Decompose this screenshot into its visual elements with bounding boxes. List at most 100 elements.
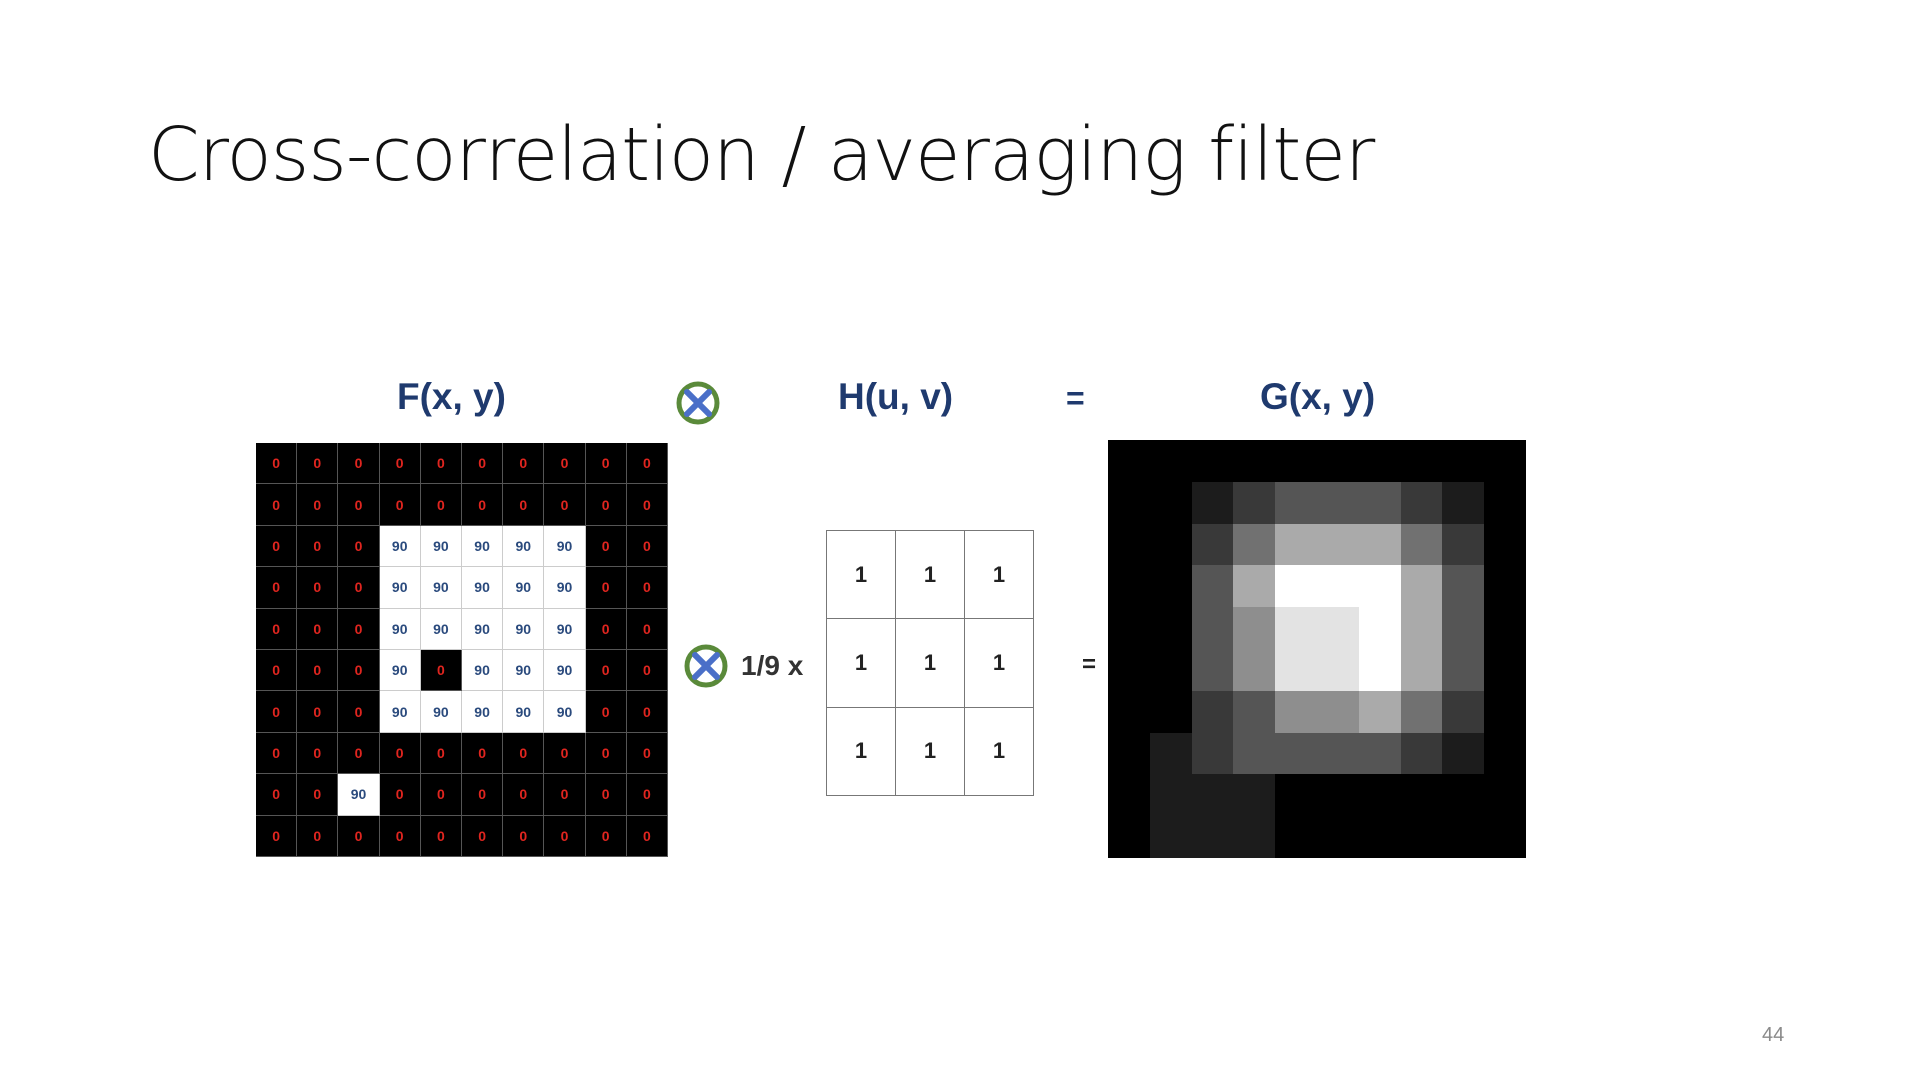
- input-pixel: 0: [256, 815, 298, 857]
- input-pixel: 0: [338, 815, 380, 857]
- output-pixel: [1149, 732, 1192, 775]
- kernel-cell: 1: [827, 619, 896, 708]
- output-pixel: [1149, 690, 1192, 733]
- input-pixel: 0: [503, 774, 545, 816]
- output-pixel: [1358, 565, 1401, 608]
- output-pixel: [1316, 816, 1359, 858]
- input-pixel: 90: [503, 650, 545, 692]
- output-pixel: [1484, 481, 1526, 524]
- kernel-cell: 1: [896, 619, 965, 708]
- input-pixel: 0: [462, 443, 504, 485]
- output-pixel: [1149, 481, 1192, 524]
- input-pixel: 0: [626, 650, 668, 692]
- output-pixel: [1108, 607, 1150, 649]
- input-pixel: 0: [462, 732, 504, 775]
- kernel-cell: 1: [896, 531, 965, 620]
- input-pixel: 0: [626, 525, 668, 568]
- input-pixel: 0: [379, 815, 421, 857]
- input-pixel: 0: [585, 567, 627, 609]
- output-pixel: [1442, 816, 1485, 858]
- convolution-operator-icon: [684, 644, 728, 688]
- output-pixel: [1275, 481, 1317, 524]
- output-pixel: [1316, 565, 1359, 608]
- input-pixel: 0: [585, 484, 627, 526]
- input-pixel: 90: [503, 525, 545, 568]
- output-pixel: [1149, 523, 1192, 566]
- output-pixel: [1233, 565, 1276, 608]
- input-pixel: 0: [379, 443, 421, 485]
- input-pixel: 0: [462, 774, 504, 816]
- input-pixel: 90: [544, 691, 586, 733]
- output-pixel: [1191, 732, 1234, 775]
- input-pixel: 0: [338, 650, 380, 692]
- output-pixel: [1442, 690, 1485, 733]
- input-pixel: 0: [297, 525, 339, 568]
- input-pixel: 0: [544, 732, 586, 775]
- input-pixel: 90: [379, 608, 421, 650]
- output-pixel: [1358, 523, 1401, 566]
- output-pixel: [1108, 523, 1150, 566]
- output-pixel: [1358, 607, 1401, 649]
- input-pixel: 0: [297, 443, 339, 485]
- kernel-cell: 1: [965, 619, 1034, 708]
- output-pixel: [1149, 607, 1192, 649]
- input-pixel: 0: [297, 774, 339, 816]
- input-pixel: 90: [462, 691, 504, 733]
- input-pixel: 90: [420, 567, 462, 609]
- output-pixel: [1484, 565, 1526, 608]
- output-pixel: [1149, 648, 1192, 691]
- output-pixel: [1316, 440, 1359, 482]
- input-pixel: 90: [462, 567, 504, 609]
- input-pixel: 90: [420, 608, 462, 650]
- input-pixel: 0: [503, 484, 545, 526]
- input-pixel: 0: [420, 732, 462, 775]
- input-pixel: 0: [544, 774, 586, 816]
- input-image-matrix: 0 0 0 0 0 0 0 0 0 0 0 0 0 0 0 0 0 0 0 0 0 0 0 90 90 90 90 90 0 0 0 0 0 90…: [256, 443, 668, 857]
- output-pixel: [1316, 481, 1359, 524]
- kernel-cell: 1: [965, 531, 1034, 620]
- input-pixel: 90: [544, 525, 586, 568]
- output-pixel: [1149, 440, 1192, 482]
- output-pixel: [1108, 440, 1150, 482]
- input-pixel: 0: [462, 484, 504, 526]
- f-label: F(x, y): [397, 376, 506, 417]
- kernel-cell: 1: [896, 707, 965, 796]
- input-pixel: 0: [256, 608, 298, 650]
- input-pixel: 0: [544, 443, 586, 485]
- output-pixel: [1442, 774, 1485, 817]
- output-pixel: [1442, 732, 1485, 775]
- input-pixel: 0: [626, 691, 668, 733]
- output-pixel: [1275, 565, 1317, 608]
- output-pixel: [1233, 523, 1276, 566]
- input-pixel: 0: [256, 691, 298, 733]
- input-pixel: 90: [420, 691, 462, 733]
- output-pixel: [1275, 732, 1317, 775]
- input-pixel: 0: [379, 484, 421, 526]
- output-pixel: [1191, 816, 1234, 858]
- output-pixel: [1233, 440, 1276, 482]
- output-pixel: [1400, 732, 1443, 775]
- output-pixel: [1275, 816, 1317, 858]
- input-pixel: 0: [585, 443, 627, 485]
- output-pixel: [1316, 607, 1359, 649]
- input-pixel: 0: [297, 650, 339, 692]
- output-pixel: [1191, 648, 1234, 691]
- input-pixel: 0: [420, 650, 462, 692]
- slide-title: Cross-correlation / averaging filter: [148, 112, 1375, 198]
- input-pixel: 0: [256, 567, 298, 609]
- input-pixel: 0: [503, 815, 545, 857]
- output-pixel: [1358, 690, 1401, 733]
- kernel-cell: 1: [965, 707, 1034, 796]
- input-pixel: 0: [503, 443, 545, 485]
- output-pixel: [1400, 816, 1443, 858]
- input-pixel: 0: [462, 815, 504, 857]
- output-pixel: [1233, 607, 1276, 649]
- output-pixel: [1442, 648, 1485, 691]
- output-pixel: [1233, 690, 1276, 733]
- input-pixel: 0: [379, 732, 421, 775]
- input-pixel: 90: [544, 650, 586, 692]
- g-label: G(x, y): [1260, 376, 1376, 417]
- input-pixel: 0: [297, 691, 339, 733]
- output-pixel: [1316, 732, 1359, 775]
- output-pixel: [1400, 565, 1443, 608]
